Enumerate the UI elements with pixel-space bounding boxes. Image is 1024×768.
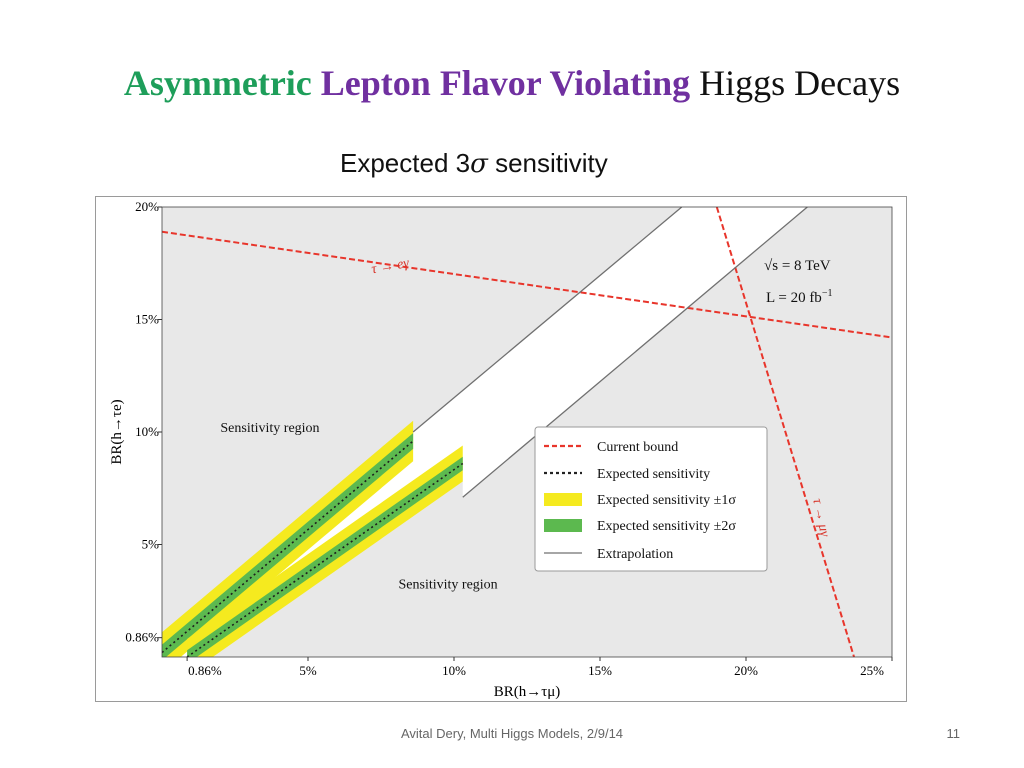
slide-title: Asymmetric Lepton Flavor Violating Higgs… (0, 62, 1024, 104)
y-tick-label: 5% (142, 537, 160, 552)
legend-label-2sigma: Expected sensitivity ±2σ (597, 519, 736, 534)
title-asymmetric: Asymmetric (123, 63, 312, 103)
chart-subtitle: Expected 3σ sensitivity (340, 148, 608, 179)
sensitivity-region-label-upper: Sensitivity region (220, 421, 319, 436)
subtitle-sigma: σ (470, 149, 488, 179)
energy-label: √s = 8 TeV (764, 258, 831, 274)
luminosity-label: L = 20 fb−1 (766, 288, 832, 306)
page-number: 11 (946, 726, 961, 741)
subtitle-prefix: Expected 3 (340, 148, 471, 178)
sensitivity-chart: 0.86% 5% 10% 15% 20% 25% 0.86% 5% 10% 15% 20% BR(… (109, 199, 893, 700)
legend-swatch-1sigma (544, 493, 582, 506)
x-tick-label: 20% (734, 663, 758, 678)
lower-band-2sigma (187, 456, 463, 657)
bound-tau-mugamma-line (715, 207, 855, 657)
luminosity-prefix: L = 20 fb (766, 290, 822, 306)
plot-area (162, 207, 892, 657)
legend-label-current-bound: Current bound (597, 440, 678, 455)
y-tick-label: 0.86% (125, 630, 159, 645)
y-tick-label: 15% (135, 312, 159, 327)
expected-lower-line (186, 462, 464, 657)
x-tick-label: 10% (442, 663, 466, 678)
title-higgs-decays: Higgs Decays (699, 63, 901, 103)
y-axis-ticks: 0.86% 5% 10% 15% 20% (125, 199, 162, 645)
subtitle-suffix: sensitivity (487, 148, 608, 178)
legend-box (534, 426, 768, 572)
y-tick-label: 10% (135, 424, 159, 439)
x-tick-label: 0.86% (188, 663, 222, 678)
title-lfv: Lepton Flavor Violating (320, 63, 691, 103)
legend-label-1sigma: Expected sensitivity ±1σ (597, 493, 736, 508)
legend: Current bound Expected sensitivity Expec… (534, 426, 768, 572)
x-tick-label: 25% (860, 663, 884, 678)
luminosity-superscript: −1 (822, 288, 833, 299)
x-axis-label: BR(h→τμ) (494, 684, 561, 700)
legend-label-extrapolation: Extrapolation (597, 547, 673, 562)
upper-band-2sigma (162, 433, 414, 657)
tau-egamma-label: τ → eγ (370, 256, 410, 277)
y-axis-label: BR(h→τe) (109, 399, 125, 464)
legend-label-expected: Expected sensitivity (597, 467, 710, 482)
x-axis-ticks: 0.86% 5% 10% 15% 20% 25% (186, 657, 893, 678)
bound-tau-egamma-line (162, 230, 892, 339)
extrapolation-lower-line (462, 207, 808, 498)
legend-swatch-2sigma (544, 519, 582, 532)
x-tick-label: 5% (299, 663, 317, 678)
extrapolation-upper-line (412, 207, 683, 433)
footer-text: Avital Dery, Multi Higgs Models, 2/9/14 (400, 726, 624, 741)
sensitivity-region-label-lower: Sensitivity region (399, 577, 498, 592)
y-tick-label: 20% (135, 199, 159, 214)
x-tick-label: 15% (588, 663, 612, 678)
